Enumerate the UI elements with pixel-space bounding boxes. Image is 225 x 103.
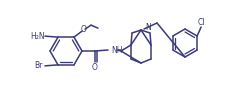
Text: N: N [145, 22, 151, 32]
Text: Cl: Cl [197, 18, 205, 26]
Text: Br: Br [34, 61, 42, 70]
Text: O: O [81, 25, 87, 34]
Text: O: O [92, 63, 98, 71]
Text: NH: NH [111, 46, 122, 54]
Text: H₂N: H₂N [31, 32, 45, 41]
